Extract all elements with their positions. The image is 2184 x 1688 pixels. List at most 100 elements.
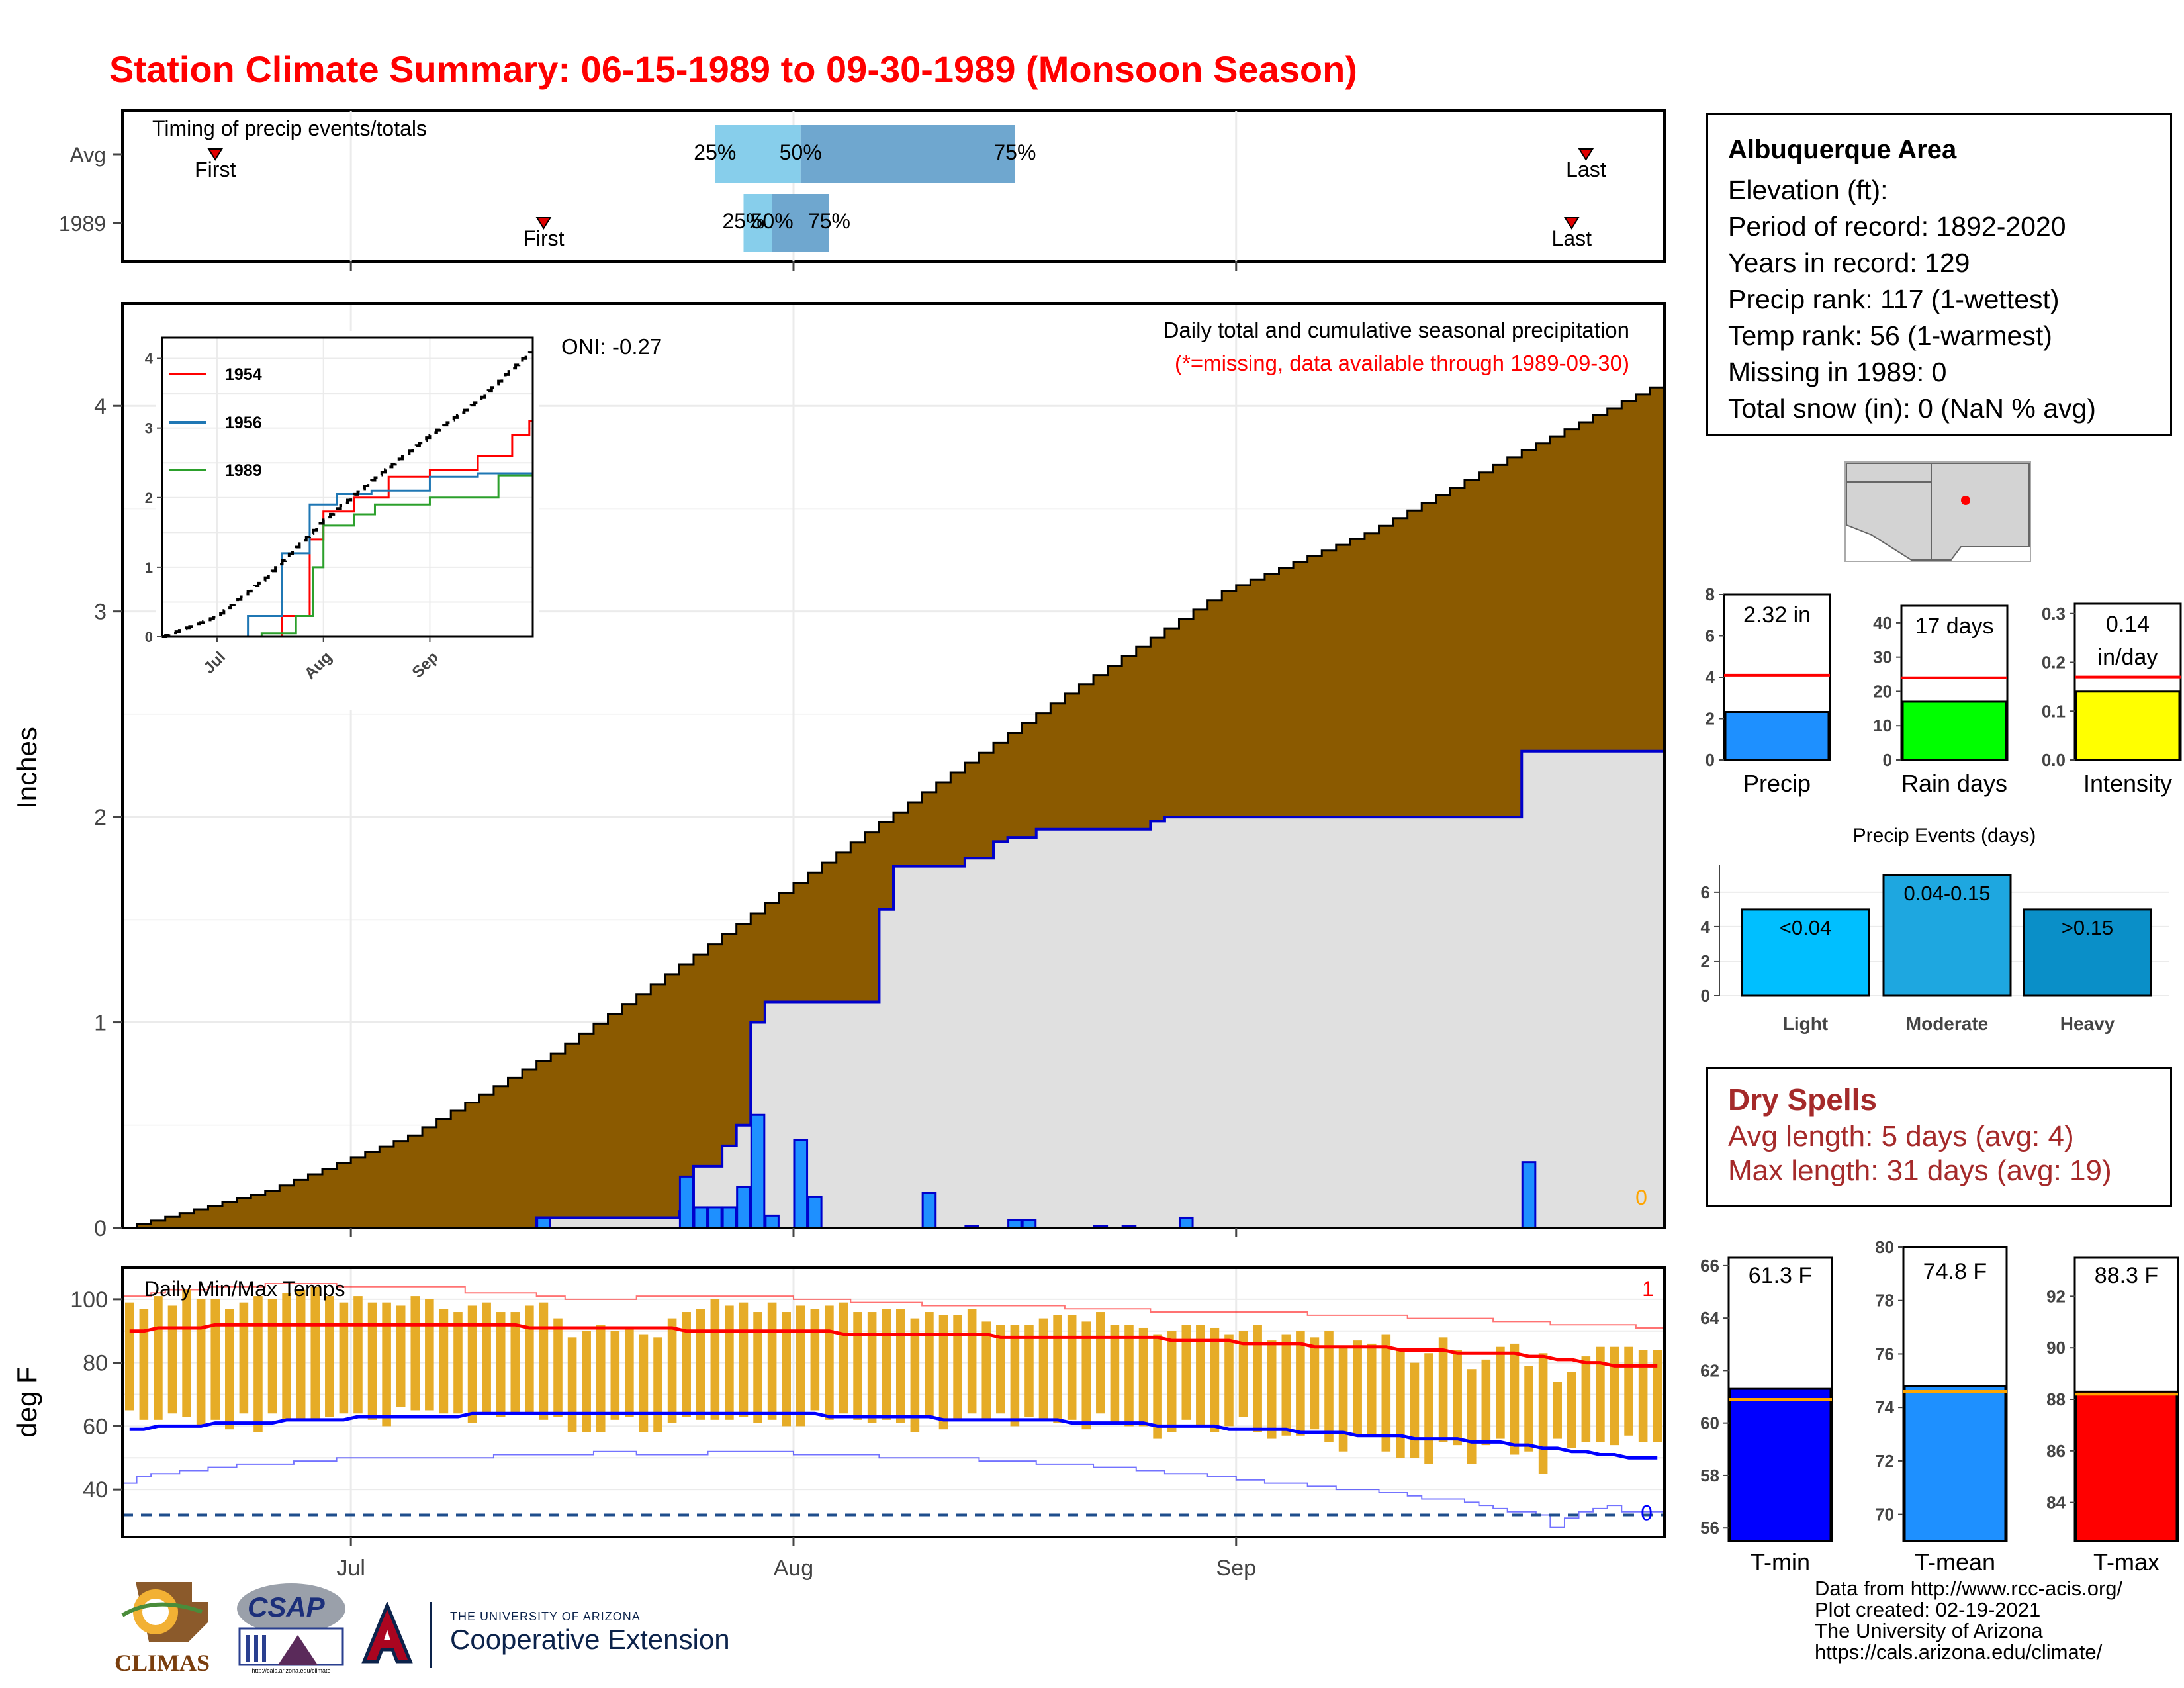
daily-temp-bar [1238,1331,1248,1417]
events-category-label: Light [1783,1013,1828,1034]
events-bar-heavy [2023,908,2152,997]
timing-row-label: Avg [69,143,106,167]
summary-ytick-label: 10 [1873,716,1892,735]
summary-category-label: Precip [1743,770,1811,797]
csap-label: CSAP [248,1591,325,1622]
events-category-label: Moderate [1906,1013,1988,1034]
ua-extension-text: THE UNIVERSITY OF ARIZONA Cooperative Ex… [450,1610,730,1656]
temp-ytick-label: 60 [83,1414,108,1439]
daily-temp-bar [1596,1346,1605,1442]
temp-ytick-label: 40 [83,1477,108,1503]
daily-temp-bar [953,1315,962,1420]
daily-temp-bar [1153,1334,1162,1439]
daily-precip-bar [693,1206,709,1229]
daily-temp-bar [1410,1362,1420,1458]
summary-category-label: Rain days [1901,770,2007,797]
csap-logo: CSAP http://cals.arizona.edu/climate [232,1582,351,1681]
oni-label: ONI: -0.27 [561,334,662,359]
summary-ytick-label: 30 [1873,647,1892,667]
daily-temp-bar [525,1305,534,1414]
total-snow: Total snow (in): 0 (NaN % avg) [1728,393,2096,424]
daily-temp-bar [1581,1356,1591,1442]
daily-temp-bar [1381,1334,1391,1452]
missing-count-label: 0 [1635,1186,1647,1209]
summary-category-label: Intensity [2083,770,2172,797]
daily-temp-bar [1281,1334,1291,1436]
daily-temp-bar [925,1312,934,1417]
ua-a-icon [361,1601,413,1664]
daily-temp-bar [1024,1325,1034,1417]
timing-first-label: First [523,226,564,250]
map-region-shape [1846,463,2030,561]
daily-temp-bar [196,1299,206,1427]
daily-temp-bar [1124,1325,1134,1427]
daily-precip-bar [1521,1161,1537,1229]
summary-ytick-label: 6 [1706,626,1715,646]
daily-temp-bar [839,1302,848,1414]
daily-temp-bar [1253,1325,1262,1432]
precip-subtitle: (*=missing, data available through 1989-… [1175,351,1629,375]
inset-legend-label: 1954 [225,365,262,384]
daily-temp-bar [1324,1331,1334,1442]
daily-temp-bar [996,1325,1005,1414]
daily-temp-bar [167,1305,177,1414]
daily-temp-bar [339,1302,349,1414]
daily-temp-bar [467,1305,477,1423]
daily-precip-bar [707,1206,723,1229]
temp-summary-ytick-label: 92 [2046,1286,2066,1306]
daily-temp-bar [1638,1350,1648,1442]
dry-spells-title: Dry Spells [1728,1082,1877,1117]
last-marker-icon [1563,217,1580,230]
inset-plot-bg [162,338,533,637]
daily-temp-bar [496,1312,506,1417]
inset-ytick-label: 2 [145,490,153,506]
daily-temp-bar [725,1305,734,1420]
daily-temp-bar [154,1296,163,1420]
events-bar-light [1741,908,1870,997]
daily-temp-bar [1338,1346,1348,1452]
daily-temp-bar [1524,1366,1533,1452]
daily-temp-bar [625,1327,634,1417]
temp-summary-ytick-label: 84 [2046,1493,2066,1513]
summary-bar-Precip [1724,711,1830,761]
daily-temp-bar [981,1321,991,1420]
temp-bottom-right-count: 0 [1641,1501,1653,1524]
precip-ytick-label: 0 [94,1216,107,1241]
inset-ytick-label: 1 [145,559,153,576]
summary-bar-Rain days [1901,700,2007,761]
summary-ytick-label: 0.1 [2042,701,2066,721]
daily-precip-bar [536,1216,551,1229]
timing-title: Timing of precip events/totals [152,117,427,140]
credits-university: The University of Arizona [1815,1619,2043,1642]
events-title: Precip Events (days) [1853,825,2036,847]
record-low-line [122,1450,1664,1528]
credits-plot-date: Plot created: 02-19-2021 [1815,1598,2041,1621]
events-bar-moderate [1882,874,2012,997]
temp-summary-ytick-label: 74 [1875,1397,1894,1417]
station-info-box: Albuquerque Area Elevation (ft): Period … [1706,113,2172,436]
summary-ytick-label: 0.2 [2042,653,2066,673]
precip-ylabel: Inches [11,727,42,809]
daily-temp-bar [1510,1343,1520,1455]
daily-temp-bar [1353,1340,1362,1436]
events-bar-label: 0.04-0.15 [1904,882,1991,905]
daily-temp-bar [653,1337,662,1432]
temp-summary-ytick-label: 76 [1875,1344,1894,1364]
station-location-marker [1961,496,1970,505]
precip-rank: Precip rank: 117 (1-wettest) [1728,284,2060,314]
timing-q25-q50-bar [715,125,801,183]
daily-temp-bar [1438,1337,1448,1442]
ua-divider [430,1602,432,1668]
missing-count: Missing in 1989: 0 [1728,357,1947,387]
summary-ytick-label: 4 [1706,667,1715,687]
daily-temp-bar [210,1299,220,1420]
inset-line-avg [162,351,533,638]
timing-q75-label: 75% [808,209,850,233]
daily-temp-bar [1167,1331,1177,1432]
daily-temp-bar [938,1315,948,1430]
daily-temp-bar [367,1302,377,1420]
timing-q50-q75-bar [800,125,1015,183]
temp-summary-ytick-label: 78 [1875,1291,1894,1311]
daily-temp-bar [853,1312,862,1420]
summary-bar-Intensity [2075,690,2181,761]
